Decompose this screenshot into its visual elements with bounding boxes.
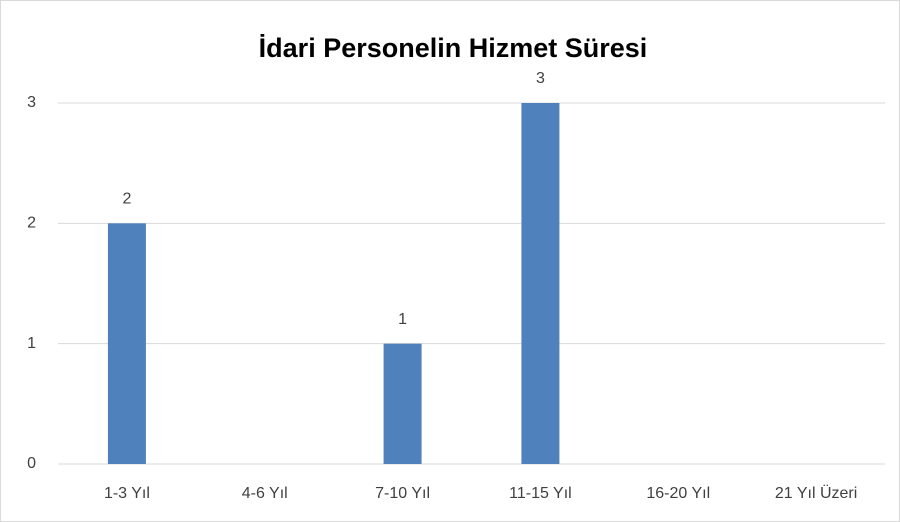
data-label: 1 <box>398 311 407 328</box>
y-tick-label: 0 <box>27 455 36 472</box>
bar <box>383 343 422 464</box>
y-tick-label: 1 <box>27 335 36 352</box>
y-tick-label: 3 <box>27 94 36 111</box>
bar <box>521 103 560 464</box>
data-label: 3 <box>536 70 545 87</box>
x-tick-label: 4-6 Yıl <box>242 485 288 502</box>
y-tick-label: 2 <box>27 215 36 232</box>
bar <box>107 223 146 464</box>
x-tick-label: 1-3 Yıl <box>104 485 150 502</box>
x-tick-label: 7-10 Yıl <box>375 485 430 502</box>
chart-title: İdari Personelin Hizmet Süresi <box>259 33 648 63</box>
data-label: 2 <box>122 191 131 208</box>
x-tick-label: 21 Yıl Üzeri <box>775 484 857 502</box>
x-tick-label: 16-20 Yıl <box>646 485 710 502</box>
x-tick-label: 11-15 Yıl <box>509 485 572 502</box>
